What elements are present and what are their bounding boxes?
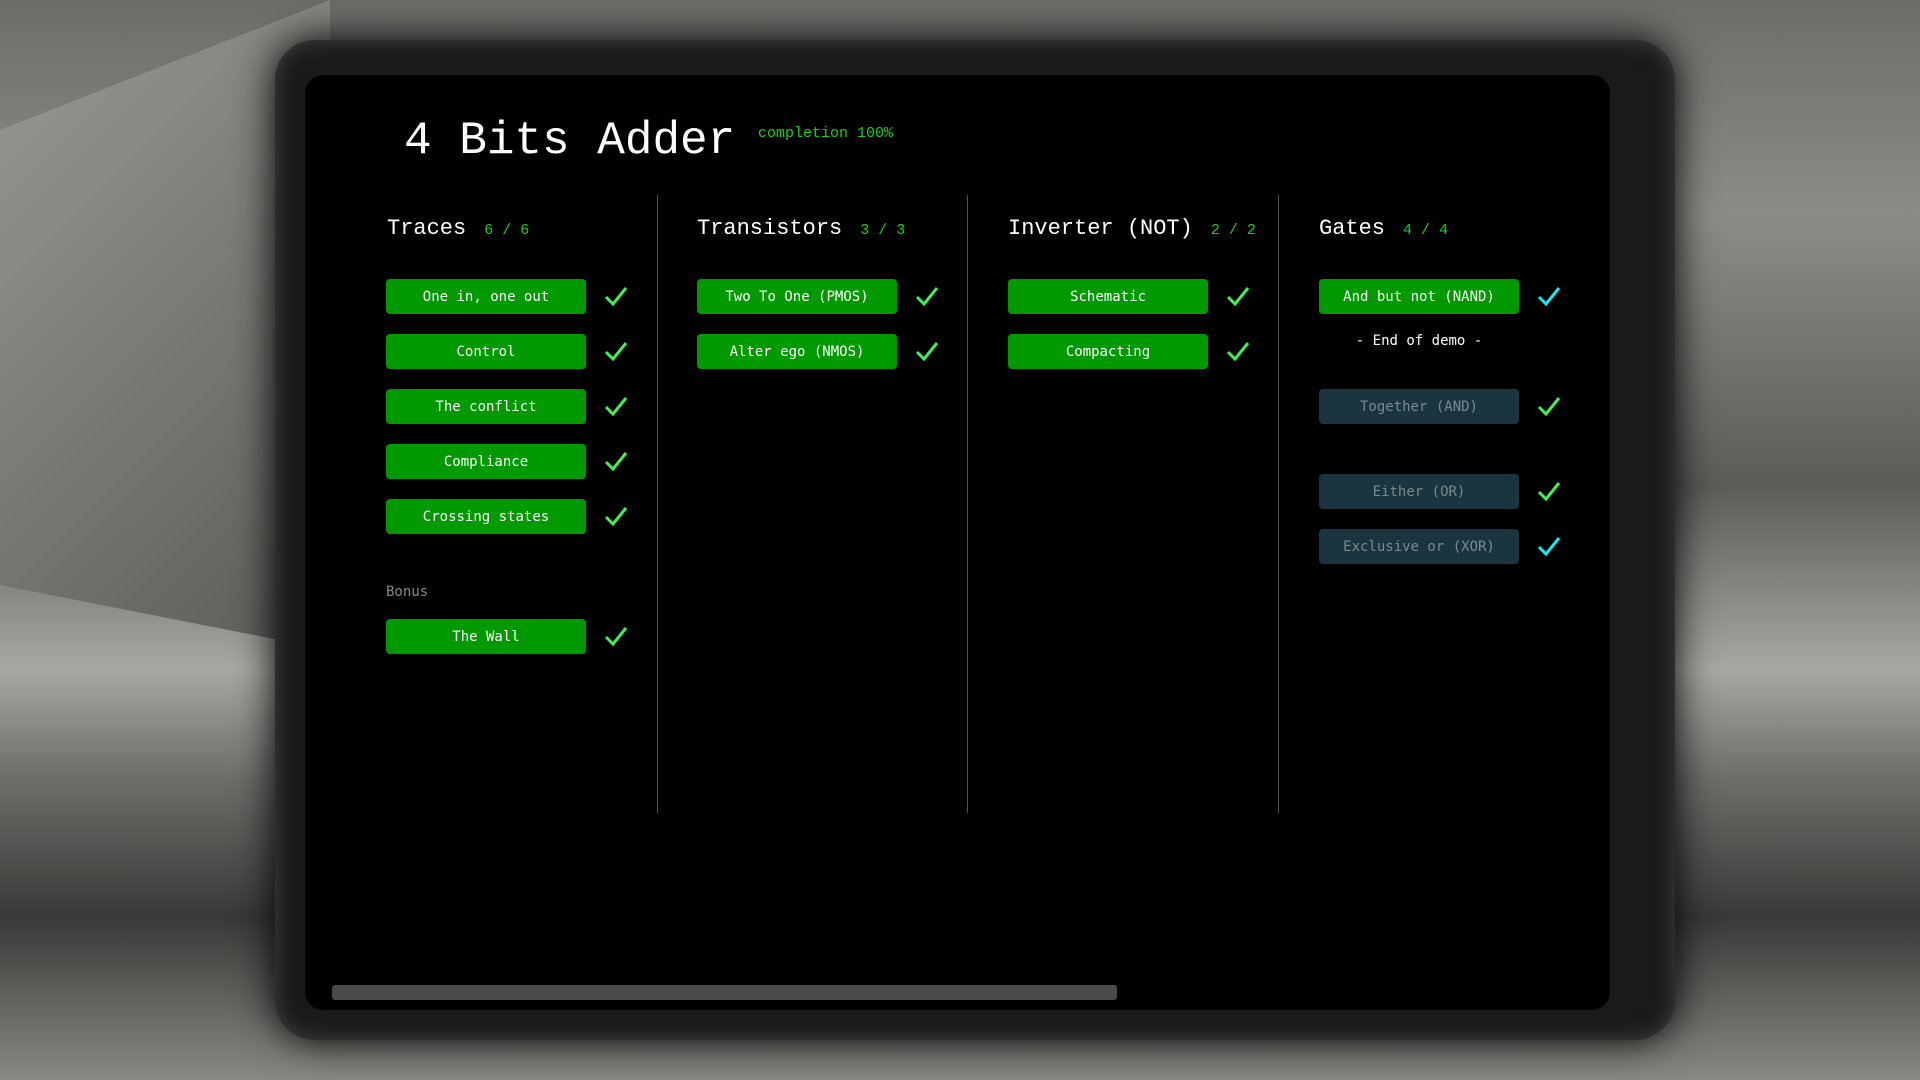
column-divider: [657, 195, 658, 813]
level-button[interactable]: Alter ego (NMOS): [697, 334, 897, 369]
level-button[interactable]: The Wall: [386, 619, 586, 654]
checkmark-icon: [1226, 284, 1250, 308]
checkmark-icon: [1537, 284, 1561, 308]
level-button[interactable]: And but not (NAND): [1319, 279, 1519, 314]
level-button[interactable]: Schematic: [1008, 279, 1208, 314]
checkmark-icon: [604, 394, 628, 418]
level-button[interactable]: One in, one out: [386, 279, 586, 314]
level-button[interactable]: Exclusive or (XOR): [1319, 529, 1519, 564]
checkmark-icon: [1537, 394, 1561, 418]
level-button[interactable]: Crossing states: [386, 499, 586, 534]
completion-label: completion 100%: [758, 125, 894, 142]
scrollbar-thumb[interactable]: [332, 985, 1117, 1000]
checkmark-icon: [604, 339, 628, 363]
column-divider: [967, 195, 968, 813]
page-title: 4 Bits Adder: [404, 115, 736, 167]
bonus-label: Bonus: [386, 584, 429, 600]
level-button[interactable]: Compliance: [386, 444, 586, 479]
level-button[interactable]: Either (OR): [1319, 474, 1519, 509]
checkmark-icon: [604, 624, 628, 648]
column-header-transistors: Transistors 3 / 3: [697, 216, 906, 241]
checkmark-icon: [915, 284, 939, 308]
column-header-inverter: Inverter (NOT) 2 / 2: [1008, 216, 1256, 241]
level-button[interactable]: The conflict: [386, 389, 586, 424]
level-button[interactable]: Together (AND): [1319, 389, 1519, 424]
checkmark-icon: [604, 504, 628, 528]
column-header-traces: Traces 6 / 6: [387, 216, 530, 241]
checkmark-icon: [604, 449, 628, 473]
column-divider: [1278, 195, 1279, 813]
column-header-gates: Gates 4 / 4: [1319, 216, 1449, 241]
checkmark-icon: [604, 284, 628, 308]
checkmark-icon: [1226, 339, 1250, 363]
level-button[interactable]: Two To One (PMOS): [697, 279, 897, 314]
level-button[interactable]: Compacting: [1008, 334, 1208, 369]
checkmark-icon: [1537, 534, 1561, 558]
end-of-demo-label: - End of demo -: [1355, 333, 1483, 349]
checkmark-icon: [915, 339, 939, 363]
level-button[interactable]: Control: [386, 334, 586, 369]
checkmark-icon: [1537, 479, 1561, 503]
